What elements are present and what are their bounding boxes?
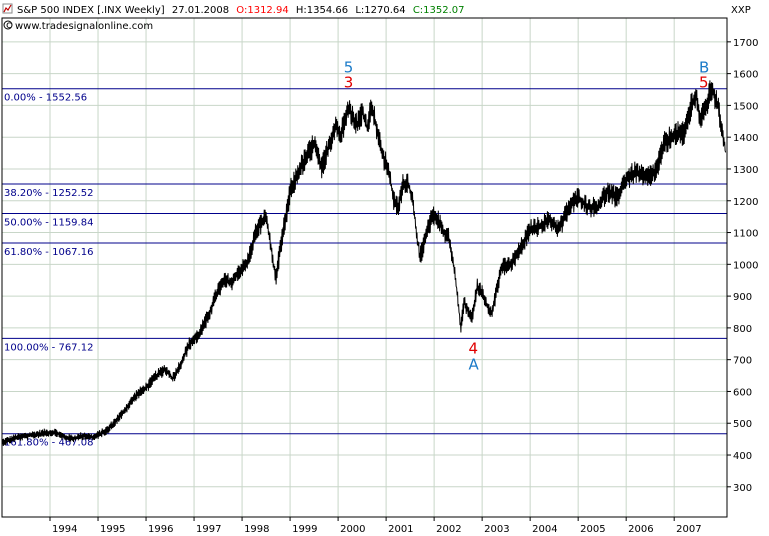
x-tick-label: 1998 xyxy=(244,524,269,535)
y-tick-label: 700 xyxy=(733,356,752,367)
fib-label: 161.80% - 467.08 xyxy=(4,438,93,449)
svg-text:S&P 500 INDEX [.INX Weekly]: S&P 500 INDEX [.INX Weekly] 27.01.2008 O… xyxy=(17,5,465,16)
chart-header: S&P 500 INDEX [.INX Weekly] 27.01.2008 O… xyxy=(2,3,751,32)
wave-label: B xyxy=(699,59,709,77)
source-label: www.tradesignalonline.com xyxy=(15,21,153,32)
header-close: C:1352.07 xyxy=(413,5,465,16)
fib-label: 50.00% - 1159.84 xyxy=(4,218,93,229)
fib-label: 61.80% - 1067.16 xyxy=(4,247,93,258)
chart-logo-trend-icon xyxy=(3,4,12,13)
y-tick-label: 300 xyxy=(733,483,752,494)
fib-label: 0.00% - 1552.56 xyxy=(4,93,87,104)
fib-label: 38.20% - 1252.52 xyxy=(4,188,93,199)
x-tick-label: 2003 xyxy=(484,524,509,535)
y-axis: 300 400 500 600 700 800 900 1000 1100 1200 1300 140… xyxy=(727,38,758,494)
x-tick-label: 1995 xyxy=(100,524,125,535)
y-tick-label: 400 xyxy=(733,451,752,462)
price-line xyxy=(1,80,727,447)
y-tick-label: 1000 xyxy=(733,260,758,271)
header-symbol: S&P 500 INDEX [.INX Weekly] xyxy=(17,5,165,16)
x-tick-label: 2007 xyxy=(676,524,701,535)
y-tick-label: 1200 xyxy=(733,197,758,208)
svg-text:c: c xyxy=(6,20,12,31)
y-tick-label: 800 xyxy=(733,324,752,335)
y-tick-label: 1400 xyxy=(733,133,758,144)
x-tick-label: 1994 xyxy=(52,524,77,535)
x-tick-label: 2002 xyxy=(436,524,461,535)
y-tick-label: 1500 xyxy=(733,101,758,112)
y-tick-label: 1300 xyxy=(733,165,758,176)
y-tick-label: 600 xyxy=(733,387,752,398)
y-tick-label: 900 xyxy=(733,292,752,303)
y-tick-label: 500 xyxy=(733,419,752,430)
header-low: L:1270.64 xyxy=(355,5,405,16)
x-tick-label: 2001 xyxy=(388,524,413,535)
fib-levels: 0.00% - 1552.56 38.20% - 1252.52 50.00% - … xyxy=(2,88,727,449)
x-tick-label: 2006 xyxy=(628,524,653,535)
x-tick-label: 1996 xyxy=(148,524,173,535)
wave-label: 4 xyxy=(469,339,479,357)
x-tick-label: 2004 xyxy=(532,524,557,535)
axis-symbol: XXP xyxy=(731,5,751,16)
y-tick-label: 1100 xyxy=(733,229,758,240)
wave-label: A xyxy=(469,355,480,373)
fib-label: 100.00% - 767.12 xyxy=(4,342,93,353)
wave-label: 5 xyxy=(699,74,709,92)
x-tick-label: 2005 xyxy=(580,524,605,535)
plot-border xyxy=(1,17,728,518)
x-axis: 1994 1995 1996 1997 1998 1999 2000 2001 2002 2003… xyxy=(49,517,702,535)
header-open: O:1312.94 xyxy=(236,5,288,16)
x-tick-label: 1997 xyxy=(196,524,221,535)
wave-label: 3 xyxy=(344,74,354,92)
chart-logo-icon xyxy=(2,3,13,14)
y-tick-label: 1700 xyxy=(733,38,758,49)
copyright-icon xyxy=(3,20,13,30)
price-series xyxy=(1,80,727,447)
x-tick-label: 2000 xyxy=(340,524,365,535)
wave-label: 5 xyxy=(344,59,354,77)
header-date: 27.01.2008 xyxy=(172,5,229,16)
x-tick-label: 1999 xyxy=(292,524,317,535)
header-high: H:1354.66 xyxy=(296,5,348,16)
y-tick-label: 1600 xyxy=(733,70,758,81)
